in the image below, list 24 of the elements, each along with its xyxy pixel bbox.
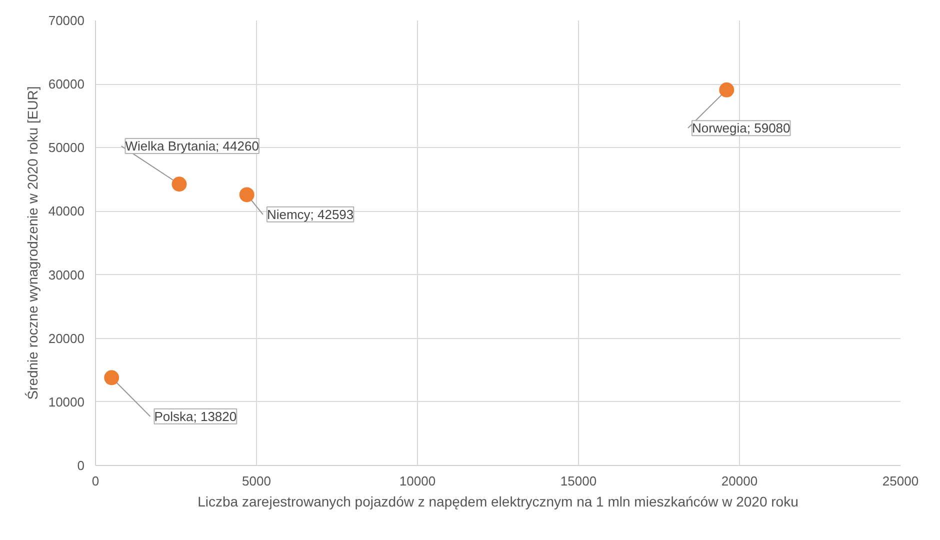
data-label: Polska; 13820 bbox=[154, 408, 237, 424]
y-tick-label: 0 bbox=[77, 458, 85, 473]
y-tick-label: 50000 bbox=[48, 140, 85, 156]
x-tick-label: 10000 bbox=[399, 474, 436, 488]
data-label: Niemcy; 42593 bbox=[266, 206, 354, 222]
x-tick-label: 5000 bbox=[242, 474, 271, 488]
x-tick-label: 0 bbox=[92, 474, 100, 488]
y-tick-label: 60000 bbox=[48, 76, 85, 92]
point bbox=[172, 176, 187, 192]
x-tick-label: 15000 bbox=[560, 474, 597, 488]
point bbox=[239, 187, 254, 202]
data-label: Wielka Brytania; 44260 bbox=[125, 138, 259, 154]
y-tick-label: 70000 bbox=[48, 13, 85, 28]
x-tick-label: 25000 bbox=[882, 474, 919, 488]
y-tick-label: 40000 bbox=[48, 204, 85, 219]
point bbox=[104, 370, 120, 386]
point bbox=[719, 82, 734, 98]
y-tick-label: 30000 bbox=[48, 267, 85, 282]
y-tick-label: 20000 bbox=[48, 330, 85, 346]
x-axis-title: Liczba zarejestrowanych pojazdów z napędem elektrycznym na 1 mln mieszkańców w 2020 roku bbox=[198, 494, 798, 510]
y-tick-label: 10000 bbox=[48, 394, 85, 410]
data-label: Norwegia; 59080 bbox=[692, 120, 790, 136]
y-axis-title: Średnie roczne wynagrodzenie w 2020 roku [EUR] bbox=[24, 86, 40, 400]
x-tick-label: 20000 bbox=[721, 474, 758, 488]
